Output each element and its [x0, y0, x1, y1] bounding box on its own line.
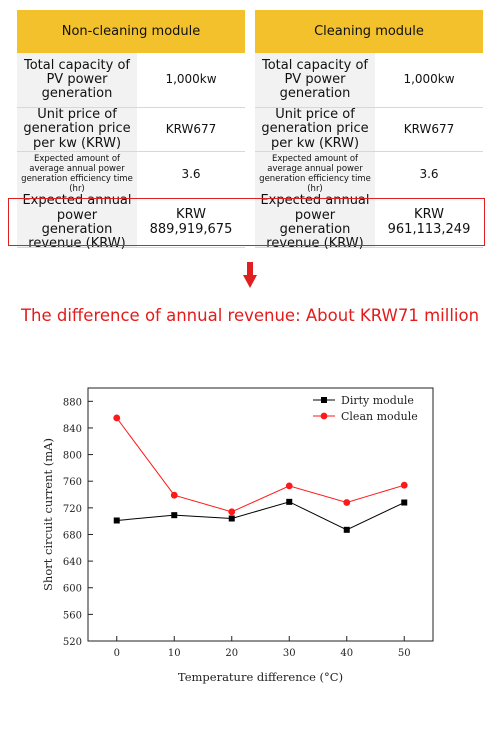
data-point	[228, 515, 235, 522]
x-tick-label: 0	[114, 648, 120, 659]
row-label: Expected annual power generation revenue…	[17, 194, 137, 251]
row-label: Unit price of generation price per kw (K…	[255, 107, 375, 151]
plot-frame	[87, 387, 434, 642]
data-point	[343, 499, 351, 506]
table-row: Unit price of generation price per kw (K…	[17, 107, 245, 152]
y-axis-label: Short circuit current (mA)	[41, 438, 55, 591]
y-tick-label: 600	[63, 584, 82, 595]
data-point	[400, 481, 408, 489]
data-point	[285, 482, 293, 490]
data-point	[113, 414, 121, 422]
legend-label: Dirty module	[341, 394, 414, 407]
y-tick-label: 560	[63, 610, 82, 621]
data-point	[343, 526, 350, 533]
y-tick-label: 520	[63, 637, 82, 648]
data-point	[228, 508, 236, 516]
comparison-table: Non-cleaning module Total capacity of PV…	[17, 10, 483, 251]
row-label: Total capacity of PV power generation	[17, 53, 137, 107]
row-value: 1,000kw	[403, 72, 455, 87]
table-row: Unit price of generation price per kw (K…	[255, 107, 483, 152]
x-tick-label: 30	[283, 648, 296, 659]
y-tick-label: 840	[63, 424, 82, 435]
legend-marker	[320, 412, 328, 420]
row-value: KRW 961,113,249	[387, 207, 471, 237]
down-arrow-icon	[243, 262, 257, 288]
series-line	[116, 501, 405, 531]
non-cleaning-column: Non-cleaning module Total capacity of PV…	[17, 10, 245, 251]
row-label: Expected annual power generation revenue…	[255, 194, 375, 251]
table-row: Expected annual power generation revenue…	[255, 194, 483, 251]
legend-marker	[321, 397, 327, 403]
column-header: Cleaning module	[255, 10, 483, 53]
series-line	[116, 417, 405, 513]
row-value: 1,000kw	[165, 72, 217, 87]
row-value: 3.6	[419, 167, 439, 182]
short-circuit-chart: 520 560 600 640 680 720 760 800 840 880 0 10 20 30 40 5…	[38, 380, 453, 690]
row-label: Unit price of generation price per kw (K…	[17, 107, 137, 151]
row-label: Total capacity of PV power generation	[255, 53, 375, 107]
table-row: Expected amount of average annual power …	[17, 152, 245, 199]
cleaning-column: Cleaning module Total capacity of PV pow…	[255, 10, 483, 251]
x-tick-label: 10	[168, 648, 181, 659]
data-point	[286, 498, 293, 505]
legend-label: Clean module	[341, 410, 418, 423]
data-point	[171, 512, 178, 519]
table-row: Total capacity of PV power generation 1,…	[17, 53, 245, 108]
x-tick-label: 50	[398, 648, 411, 659]
y-tick-label: 760	[63, 477, 82, 488]
row-label: Expected amount of average annual power …	[17, 152, 137, 198]
x-axis-label: Temperature difference (°C)	[178, 670, 343, 684]
y-tick-label: 720	[63, 504, 82, 515]
column-header: Non-cleaning module	[17, 10, 245, 53]
y-tick-label: 680	[63, 530, 82, 541]
data-point	[113, 517, 120, 524]
chart-svg: 520 560 600 640 680 720 760 800 840 880 0 10 20 30 40 5…	[41, 387, 434, 684]
y-tick-label: 800	[63, 451, 82, 462]
row-value: KRW 889,919,675	[149, 207, 233, 237]
y-tick-label: 880	[63, 397, 82, 408]
y-tick-label: 640	[63, 557, 82, 568]
table-row: Expected annual power generation revenue…	[17, 194, 245, 251]
x-tick-label: 20	[225, 648, 238, 659]
revenue-difference-caption: The difference of annual revenue: About …	[20, 306, 480, 325]
x-tick-label: 40	[340, 648, 353, 659]
row-value: 3.6	[181, 167, 201, 182]
table-row: Expected amount of average annual power …	[255, 152, 483, 199]
row-value: KRW677	[165, 121, 217, 136]
table-row: Total capacity of PV power generation 1,…	[255, 53, 483, 108]
row-value: KRW677	[403, 121, 455, 136]
data-point	[401, 499, 408, 506]
data-point	[170, 491, 178, 499]
row-label: Expected amount of average annual power …	[255, 152, 375, 198]
